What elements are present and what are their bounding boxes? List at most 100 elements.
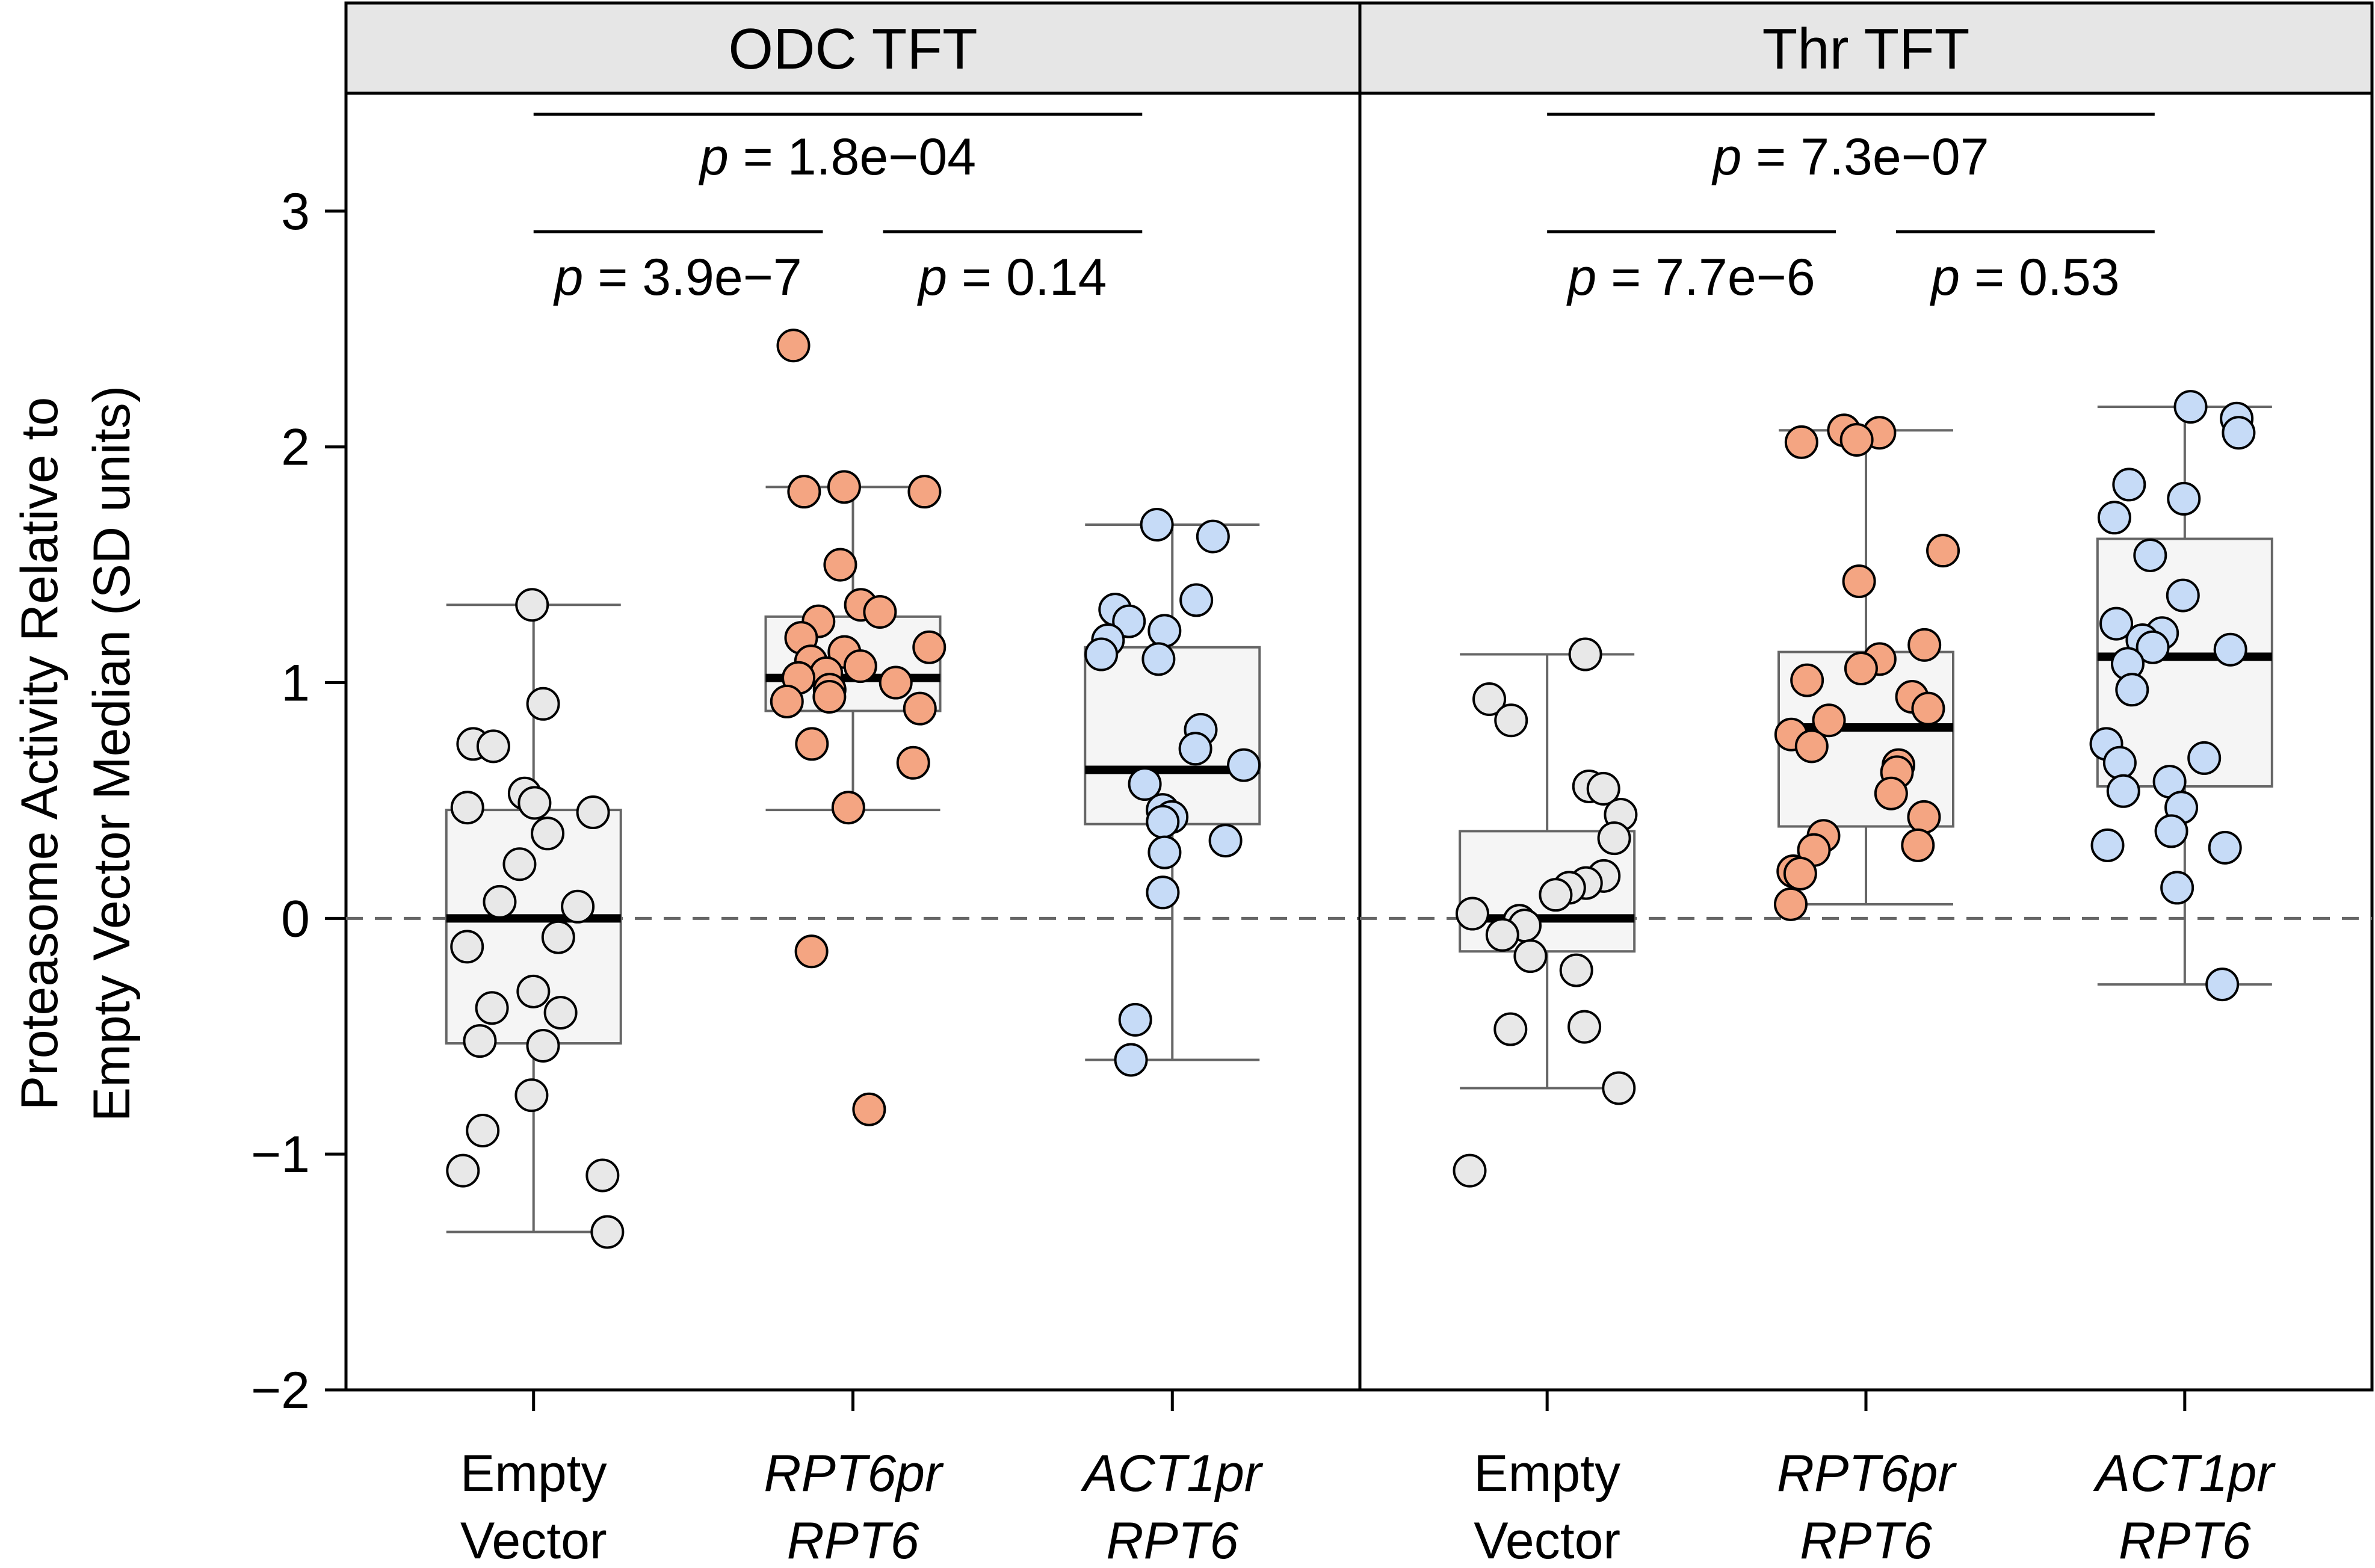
data-point (502, 847, 537, 881)
data-point (446, 1153, 480, 1188)
data-point (831, 791, 865, 825)
x-category-label: Vector (460, 1512, 607, 1568)
data-point (1084, 637, 1119, 671)
data-point (2115, 673, 2149, 707)
data-point (1196, 519, 1230, 554)
x-category-label: Vector (1474, 1512, 1620, 1568)
data-point (1118, 1002, 1152, 1037)
x-category-label: Empty (1474, 1445, 1620, 1502)
data-point (2099, 607, 2134, 641)
data-point (2208, 830, 2242, 865)
data-point (896, 745, 930, 780)
data-point (1839, 422, 1874, 457)
data-point (907, 475, 942, 509)
x-category-label: RPT6pr (1777, 1445, 1957, 1502)
data-point (770, 684, 804, 718)
y-axis: −2 −1 0 1 2 3 (251, 183, 348, 1419)
y-tick-label: 3 (281, 183, 310, 241)
data-point (812, 680, 847, 714)
data-point (2097, 501, 2131, 535)
data-point (2090, 828, 2125, 862)
y-axis-title-line: Proteasome Activity Relative to (11, 397, 69, 1110)
data-point (2160, 871, 2194, 905)
data-point (794, 934, 829, 969)
data-point (1907, 800, 1941, 834)
data-point (515, 588, 549, 622)
box-group (1773, 413, 1960, 921)
data-point (514, 1078, 549, 1113)
data-point (1513, 939, 1548, 974)
data-point (1227, 748, 1261, 782)
x-category-label: ACT1pr (1080, 1445, 1264, 1502)
data-point (776, 329, 811, 363)
data-point (863, 595, 897, 629)
data-point (1597, 821, 1631, 856)
data-point (1112, 604, 1146, 638)
data-point (2222, 416, 2256, 450)
data-point (2136, 630, 2170, 664)
data-point (1773, 887, 1808, 921)
data-point (1812, 703, 1846, 738)
data-point (879, 665, 913, 700)
data-point (526, 687, 560, 721)
data-point (517, 786, 552, 820)
data-point (1494, 703, 1528, 738)
x-category-label: RPT6 (1800, 1512, 1932, 1568)
y-axis-title-line: Empty Vector Median (SD units) (83, 386, 141, 1122)
box-group (445, 588, 625, 1249)
data-point (1114, 1043, 1148, 1077)
data-point (1493, 1012, 1528, 1046)
x-category-label: Empty (460, 1445, 607, 1502)
panel-1: ODC TFT Empty Vector RPT6pr RPT6 ACT1pr RPT6 p … (344, 1, 1362, 1568)
y-axis-title: Proteasome Activity Relative to Empty Vec… (11, 386, 141, 1122)
data-point (2167, 481, 2201, 516)
panel-strip (1358, 1, 2374, 95)
data-point (1907, 628, 1942, 662)
x-category-label: RPT6 (2119, 1512, 2251, 1568)
x-category-label: ACT1pr (2093, 1445, 2276, 1502)
data-point (1794, 729, 1829, 764)
data-point (1911, 691, 1945, 726)
y-tick-label: −1 (251, 1126, 310, 1184)
panel-title: Thr TFT (1762, 17, 1970, 81)
data-point (1874, 776, 1908, 810)
data-point (2173, 390, 2208, 424)
data-point (1783, 856, 1817, 890)
box-group (764, 329, 947, 1126)
p-value-label: p = 1.8e−04 (698, 128, 976, 186)
data-point (450, 930, 484, 964)
data-point (1586, 771, 1620, 806)
data-point (795, 727, 829, 761)
data-point (1147, 835, 1182, 869)
data-point (1784, 425, 1818, 459)
panels: ODC TFT Empty Vector RPT6pr RPT6 ACT1pr RPT6 p … (344, 1, 2374, 1568)
p-value-label: p = 3.9e−7 (552, 248, 801, 306)
p-value-label: p = 0.53 (1929, 248, 2119, 306)
y-tick-label: 1 (281, 655, 310, 712)
data-point (912, 630, 947, 664)
x-category-label: RPT6pr (764, 1445, 944, 1502)
data-point (531, 816, 565, 851)
data-point (2205, 968, 2240, 1002)
y-tick-label: 2 (281, 419, 310, 477)
data-point (463, 1024, 497, 1058)
data-point (1539, 878, 1573, 912)
panel-2: Thr TFT Empty Vector RPT6pr RPT6 ACT1pr RPT6 p … (1358, 1, 2374, 1568)
box-group (1084, 508, 1261, 1077)
p-value-label: p = 0.14 (916, 248, 1107, 306)
data-point (2106, 774, 2140, 808)
data-point (1453, 1153, 1487, 1188)
data-point (585, 1158, 620, 1193)
data-point (1568, 637, 1602, 671)
p-value-label: p = 7.7e−6 (1566, 248, 1815, 306)
data-point (543, 996, 578, 1030)
data-point (2166, 578, 2200, 613)
data-point (475, 991, 509, 1025)
data-point (2213, 632, 2247, 667)
data-point (787, 475, 821, 509)
data-point (450, 791, 484, 825)
box-iqr (445, 809, 622, 1045)
data-point (1179, 583, 1214, 617)
data-point (541, 920, 575, 954)
